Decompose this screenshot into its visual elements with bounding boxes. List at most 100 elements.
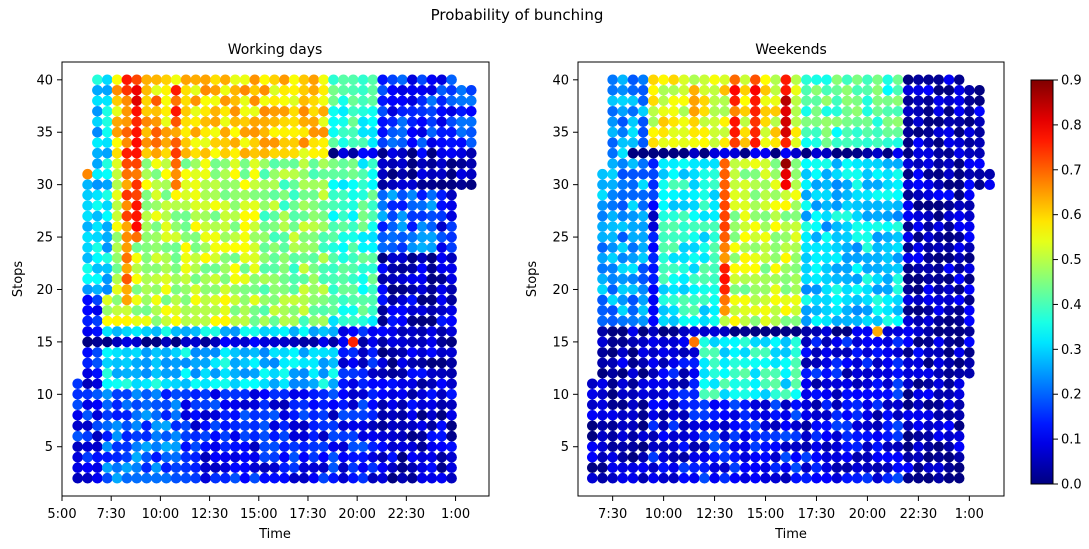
scatter-point — [943, 420, 955, 432]
scatter-point — [456, 116, 467, 128]
scatter-point — [821, 315, 832, 327]
scatter-point — [953, 189, 965, 201]
scatter-point — [607, 472, 618, 484]
scatter-point — [709, 189, 720, 201]
scatter-point — [92, 116, 103, 128]
scatter-point — [466, 95, 477, 107]
scatter-point — [141, 221, 152, 232]
scatter-point — [801, 368, 812, 379]
scatter-point — [678, 231, 690, 243]
scatter-point — [288, 137, 300, 148]
scatter-point — [397, 179, 408, 190]
scatter-point — [397, 116, 408, 128]
scatter-point — [597, 315, 608, 327]
scatter-point — [200, 74, 211, 86]
scatter-point — [607, 462, 618, 474]
scatter-point — [617, 273, 629, 285]
scatter-point — [397, 399, 408, 411]
scatter-point — [821, 336, 832, 348]
scatter-point — [913, 410, 924, 421]
scatter-point — [102, 210, 113, 222]
scatter-point — [719, 263, 731, 274]
scatter-point — [719, 462, 731, 474]
scatter-point — [367, 389, 379, 400]
scatter-point — [902, 137, 914, 148]
scatter-point — [377, 389, 389, 400]
scatter-point — [882, 126, 894, 138]
scatter-point — [801, 389, 812, 400]
scatter-point — [933, 336, 945, 348]
scatter-point — [407, 231, 418, 243]
scatter-point — [882, 210, 894, 222]
scatter-point — [180, 326, 192, 337]
scatter-point — [780, 399, 792, 411]
panel-working-days: Working days 5:00 7:30 10:00 12:30 15:00 17:3… — [11, 42, 490, 542]
scatter-point — [426, 399, 438, 411]
scatter-point — [161, 85, 172, 96]
scatter-point — [831, 420, 843, 432]
scatter-point — [436, 273, 448, 285]
scatter-point — [367, 378, 379, 390]
scatter-point — [279, 294, 290, 306]
scatter-point — [170, 168, 182, 180]
x-tick-label: 7:30 — [97, 507, 126, 522]
scatter-point — [249, 368, 261, 379]
scatter-point — [617, 430, 629, 442]
scatter-point — [249, 126, 261, 138]
scatter-point — [279, 106, 290, 117]
scatter-point — [131, 95, 143, 107]
scatter-point — [338, 399, 349, 411]
scatter-point — [357, 378, 369, 390]
scatter-point — [841, 116, 853, 128]
scatter-point — [892, 441, 904, 453]
scatter-point — [151, 106, 162, 117]
scatter-point — [466, 158, 477, 169]
scatter-point — [407, 305, 418, 316]
scatter-point — [298, 74, 310, 86]
scatter-point — [338, 137, 349, 148]
scatter-point — [729, 106, 741, 117]
scatter-point — [780, 116, 792, 128]
scatter-point — [259, 231, 271, 243]
scatter-point — [678, 472, 690, 484]
scatter-point — [279, 252, 290, 264]
scatter-point — [780, 200, 792, 211]
scatter-point — [298, 210, 310, 222]
scatter-point — [239, 305, 251, 316]
scatter-point — [288, 430, 300, 442]
scatter-point — [102, 85, 113, 96]
scatter-point — [953, 179, 965, 190]
scatter-point — [760, 106, 771, 117]
scatter-point — [259, 189, 271, 201]
scatter-point — [259, 168, 271, 180]
scatter-point — [288, 189, 300, 201]
scatter-point — [648, 294, 659, 306]
scatter-point — [648, 347, 659, 358]
scatter-point — [627, 347, 639, 358]
scatter-point — [709, 378, 720, 390]
scatter-point — [637, 231, 649, 243]
scatter-point — [699, 221, 710, 232]
scatter-point — [709, 410, 720, 421]
scatter-point — [210, 252, 221, 264]
scatter-point — [862, 368, 873, 379]
colorbar-tick-label: 0.8 — [1061, 118, 1082, 133]
scatter-point — [943, 158, 955, 169]
scatter-point — [821, 179, 832, 190]
scatter-point — [456, 95, 467, 107]
scatter-point — [82, 273, 93, 285]
scatter-point — [407, 462, 418, 474]
scatter-point — [102, 389, 113, 400]
scatter-point — [338, 357, 349, 369]
scatter-point — [446, 85, 457, 96]
scatter-point — [882, 252, 894, 264]
scatter-point — [308, 430, 320, 442]
scatter-point — [678, 294, 690, 306]
scatter-point — [456, 158, 467, 169]
scatter-point — [249, 95, 261, 107]
scatter-point — [387, 284, 398, 295]
scatter-point — [239, 273, 251, 285]
scatter-point — [249, 336, 261, 348]
scatter-point — [229, 399, 241, 411]
scatter-point — [318, 147, 330, 159]
